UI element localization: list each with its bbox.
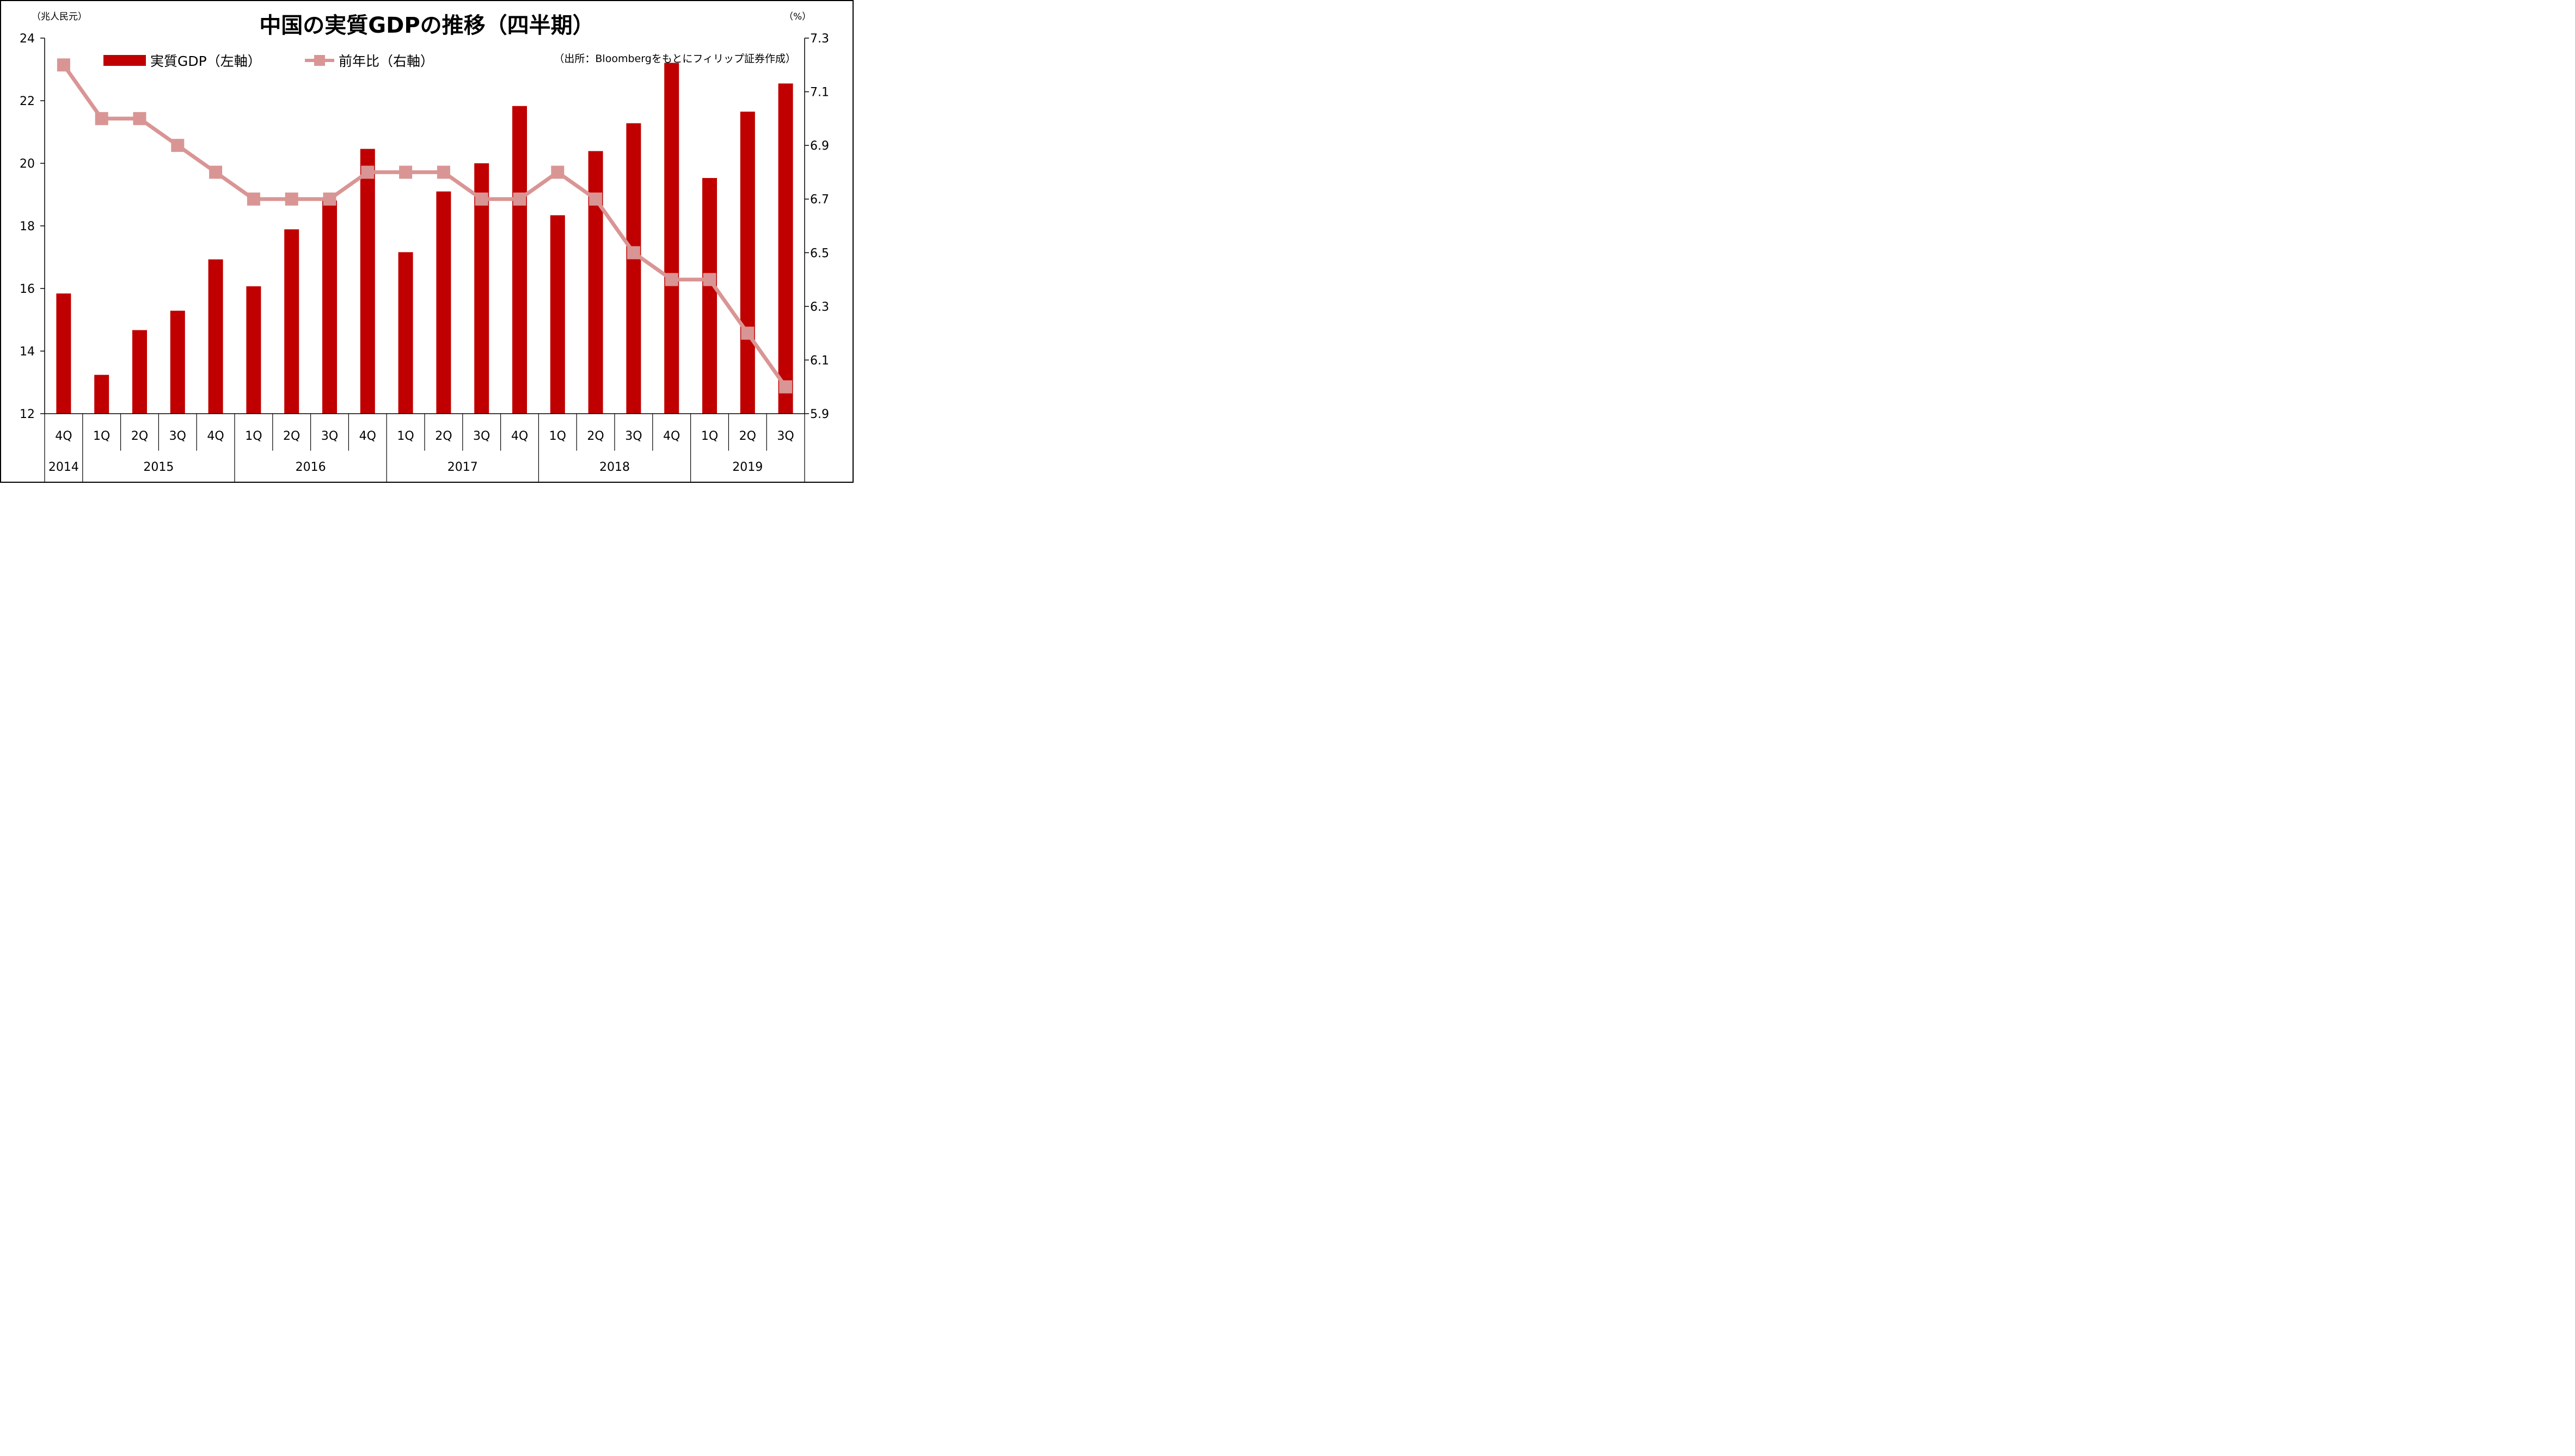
- left-tick-label: 18: [20, 220, 35, 234]
- quarter-label: 2Q: [587, 429, 604, 443]
- quarter-label: 2Q: [283, 429, 300, 443]
- legend-bar-label: 実質GDP（左軸）: [150, 53, 261, 69]
- quarter-label: 1Q: [93, 429, 110, 443]
- quarter-label: 2Q: [131, 429, 148, 443]
- gdp-bar: [170, 310, 185, 414]
- quarter-label: 1Q: [701, 429, 718, 443]
- left-tick-label: 16: [20, 282, 35, 296]
- gdp-bar: [512, 106, 527, 414]
- yoy-point: [665, 273, 678, 286]
- year-label: 2019: [732, 460, 763, 474]
- yoy-point: [703, 273, 716, 286]
- yoy-point: [399, 165, 413, 179]
- gdp-bar: [208, 259, 223, 414]
- line-series: [57, 58, 793, 394]
- quarter-label: 4Q: [663, 429, 680, 443]
- left-tick-label: 20: [20, 157, 35, 171]
- yoy-point: [285, 192, 298, 206]
- gdp-bar: [588, 151, 603, 414]
- year-label: 2018: [599, 460, 630, 474]
- right-tick-label: 6.9: [810, 139, 829, 153]
- left-tick-label: 12: [20, 408, 35, 421]
- gdp-bar: [94, 374, 109, 414]
- gdp-bar: [436, 191, 451, 414]
- quarter-label: 3Q: [777, 429, 794, 443]
- yoy-point: [589, 192, 603, 206]
- source-note: （出所：Bloombergをもとにフィリップ証券作成）: [554, 53, 796, 65]
- quarter-label: 4Q: [359, 429, 376, 443]
- yoy-point: [551, 165, 565, 179]
- yoy-point: [741, 327, 755, 340]
- yoy-point: [247, 192, 260, 206]
- left-tick-label: 24: [20, 32, 35, 46]
- right-tick-label: 6.5: [810, 247, 829, 260]
- bar-series: [56, 63, 793, 414]
- quarter-label: 3Q: [321, 429, 338, 443]
- quarter-label: 3Q: [473, 429, 490, 443]
- quarter-label: 3Q: [625, 429, 642, 443]
- right-tick-label: 5.9: [810, 408, 829, 421]
- quarter-label: 4Q: [55, 429, 72, 443]
- right-axis-ticks: 5.9 6.1 6.3 6.5 6.7 6.9 7.1 7.3: [805, 32, 829, 421]
- category-axis: 4Q 1Q 2Q 3Q 4Q 1Q 2Q 3Q 4Q 1Q 2Q 3Q 4Q 1Q 2Q 3Q 4Q 1Q 2Q 3Q…: [44, 414, 805, 482]
- gdp-bar: [664, 63, 679, 414]
- yoy-point: [95, 112, 108, 125]
- left-tick-label: 22: [20, 95, 35, 108]
- chart-title: 中国の実質GDPの推移（四半期）: [259, 13, 594, 38]
- right-axis-unit: （%）: [784, 11, 811, 22]
- legend: 実質GDP（左軸） 前年比（右軸）: [103, 53, 434, 69]
- yoy-point: [513, 192, 526, 206]
- right-tick-label: 7.1: [810, 86, 829, 100]
- gdp-bar: [550, 215, 565, 414]
- right-tick-label: 7.3: [810, 32, 829, 46]
- yoy-point: [171, 139, 185, 152]
- right-tick-label: 6.1: [810, 354, 829, 367]
- chart-border: [0, 0, 854, 483]
- yoy-point: [57, 58, 70, 72]
- left-axis-ticks: 12 14 16 18 20 22 24: [20, 32, 45, 421]
- legend-line-marker: [314, 55, 325, 66]
- quarter-label: 1Q: [549, 429, 566, 443]
- left-axis-unit: （兆人民元）: [32, 11, 87, 22]
- yoy-point: [361, 165, 375, 179]
- yoy-point: [779, 380, 793, 394]
- gdp-bar: [626, 123, 641, 414]
- quarter-label: 3Q: [169, 429, 186, 443]
- yoy-point: [627, 246, 640, 260]
- gdp-bar: [360, 149, 375, 414]
- yoy-point: [209, 165, 223, 179]
- quarter-label: 4Q: [207, 429, 224, 443]
- gdp-bar: [284, 229, 299, 414]
- gdp-bar: [702, 178, 717, 414]
- yoy-point: [475, 192, 488, 206]
- year-label: 2017: [447, 460, 478, 474]
- legend-line-label: 前年比（右軸）: [339, 53, 434, 69]
- gdp-bar: [56, 293, 71, 414]
- chart-root: 中国の実質GDPの推移（四半期） （兆人民元） （%） （出所：Bloomber…: [0, 0, 854, 483]
- year-label: 2016: [296, 460, 326, 474]
- gdp-bar: [398, 252, 413, 414]
- year-label: 2015: [143, 460, 174, 474]
- quarter-label: 2Q: [435, 429, 452, 443]
- yoy-point: [133, 112, 146, 125]
- quarter-label: 2Q: [739, 429, 756, 443]
- quarter-label: 1Q: [245, 429, 262, 443]
- gdp-bar: [778, 83, 793, 414]
- left-tick-label: 14: [20, 345, 35, 359]
- gdp-bar: [740, 112, 755, 414]
- yoy-point: [437, 165, 450, 179]
- year-label: 2014: [48, 460, 79, 474]
- gdp-bar: [322, 200, 337, 414]
- gdp-bar: [132, 330, 147, 414]
- quarter-label: 1Q: [397, 429, 414, 443]
- quarter-label: 4Q: [511, 429, 528, 443]
- gdp-chart: 中国の実質GDPの推移（四半期） （兆人民元） （%） （出所：Bloomber…: [0, 0, 854, 483]
- gdp-bar: [246, 286, 261, 414]
- yoy-point: [323, 192, 336, 206]
- legend-bar-swatch: [103, 55, 146, 66]
- right-tick-label: 6.7: [810, 193, 829, 207]
- right-tick-label: 6.3: [810, 300, 829, 314]
